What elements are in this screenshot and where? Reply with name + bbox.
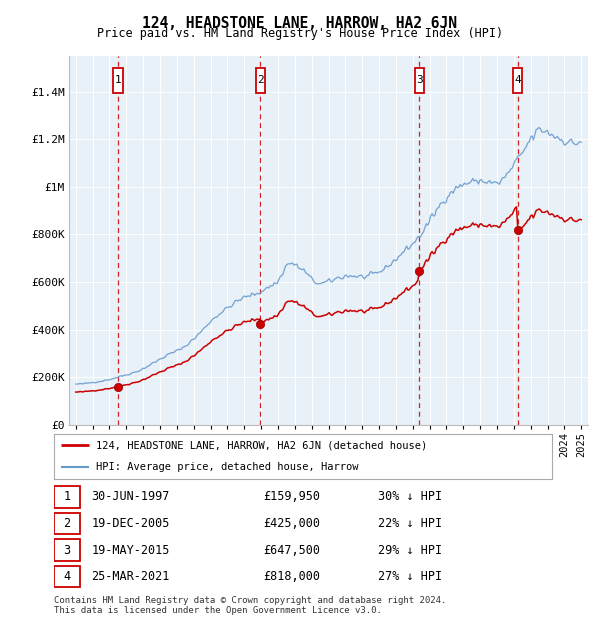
- Text: £818,000: £818,000: [263, 570, 320, 583]
- Text: 30% ↓ HPI: 30% ↓ HPI: [378, 490, 442, 503]
- Text: 4: 4: [64, 570, 71, 583]
- FancyBboxPatch shape: [54, 539, 80, 561]
- Text: £425,000: £425,000: [263, 517, 320, 530]
- Text: 1: 1: [64, 490, 71, 503]
- Text: 1: 1: [115, 76, 121, 86]
- FancyBboxPatch shape: [415, 68, 424, 93]
- Text: 27% ↓ HPI: 27% ↓ HPI: [378, 570, 442, 583]
- Text: £159,950: £159,950: [263, 490, 320, 503]
- Text: 25-MAR-2021: 25-MAR-2021: [91, 570, 170, 583]
- Text: 124, HEADSTONE LANE, HARROW, HA2 6JN: 124, HEADSTONE LANE, HARROW, HA2 6JN: [143, 16, 458, 30]
- Text: £647,500: £647,500: [263, 544, 320, 557]
- Text: 2: 2: [64, 517, 71, 530]
- Text: 22% ↓ HPI: 22% ↓ HPI: [378, 517, 442, 530]
- FancyBboxPatch shape: [54, 486, 80, 508]
- Text: Price paid vs. HM Land Registry's House Price Index (HPI): Price paid vs. HM Land Registry's House …: [97, 27, 503, 40]
- Text: 19-DEC-2005: 19-DEC-2005: [91, 517, 170, 530]
- FancyBboxPatch shape: [513, 68, 523, 93]
- Text: 30-JUN-1997: 30-JUN-1997: [91, 490, 170, 503]
- FancyBboxPatch shape: [54, 513, 80, 534]
- Text: 3: 3: [64, 544, 71, 557]
- Text: HPI: Average price, detached house, Harrow: HPI: Average price, detached house, Harr…: [97, 463, 359, 472]
- FancyBboxPatch shape: [113, 68, 122, 93]
- Text: 124, HEADSTONE LANE, HARROW, HA2 6JN (detached house): 124, HEADSTONE LANE, HARROW, HA2 6JN (de…: [97, 440, 428, 450]
- Text: 29% ↓ HPI: 29% ↓ HPI: [378, 544, 442, 557]
- Text: 4: 4: [514, 76, 521, 86]
- FancyBboxPatch shape: [54, 566, 80, 588]
- Text: 3: 3: [416, 76, 422, 86]
- Text: Contains HM Land Registry data © Crown copyright and database right 2024.: Contains HM Land Registry data © Crown c…: [54, 596, 446, 606]
- Text: 19-MAY-2015: 19-MAY-2015: [91, 544, 170, 557]
- Text: 2: 2: [257, 76, 264, 86]
- Text: This data is licensed under the Open Government Licence v3.0.: This data is licensed under the Open Gov…: [54, 606, 382, 616]
- FancyBboxPatch shape: [256, 68, 265, 93]
